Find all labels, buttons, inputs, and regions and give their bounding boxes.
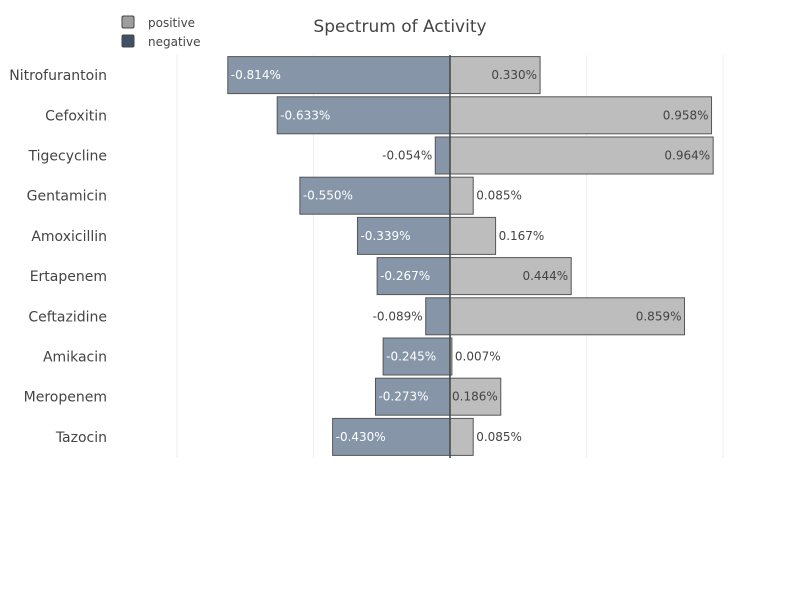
data-label-positive: 0.859% <box>636 309 682 323</box>
data-label-negative: -0.054% <box>382 149 432 163</box>
bar-positive[interactable] <box>449 297 686 336</box>
bar-positive[interactable] <box>449 257 572 296</box>
category-label: Cefoxitin <box>45 108 107 124</box>
data-label-positive: 0.186% <box>452 390 498 404</box>
bar-negative[interactable] <box>425 297 451 336</box>
bar-negative[interactable] <box>374 377 451 416</box>
legend[interactable]: positive negative <box>121 15 200 49</box>
category-label: Amoxicillin <box>31 229 107 245</box>
legend-item-negative[interactable]: negative <box>121 34 200 49</box>
data-label-positive: 0.964% <box>664 149 710 163</box>
category-label: Tazocin <box>55 430 107 446</box>
data-labels: 0.330% -0.814% 0.958% -0.633% 0.964% -0.054% 0… <box>231 68 710 444</box>
legend-item-positive[interactable]: positive <box>121 15 195 30</box>
category-label: Meropenem <box>24 390 107 406</box>
data-label-negative: -0.245% <box>386 350 436 364</box>
data-label-positive: 0.958% <box>663 108 709 122</box>
bar-positive[interactable] <box>449 96 713 135</box>
category-label: Nitrofurantoin <box>9 68 107 84</box>
data-label-positive: 0.085% <box>476 430 522 444</box>
category-axis: Nitrofurantoin Cefoxitin Tigecycline Gentam… <box>9 68 107 446</box>
category-label: Ertapenem <box>30 269 107 285</box>
data-label-positive: 0.444% <box>522 269 568 283</box>
bar-negative[interactable] <box>382 337 451 376</box>
bar-positive[interactable] <box>449 176 474 215</box>
bar-positive[interactable] <box>449 56 541 95</box>
legend-swatch-positive[interactable] <box>121 15 135 29</box>
data-label-negative: -0.267% <box>380 269 430 283</box>
category-label: Tigecycline <box>28 149 107 165</box>
data-label-negative: -0.273% <box>378 390 428 404</box>
data-label-negative: -0.430% <box>336 430 386 444</box>
category-label: Ceftazidine <box>28 309 107 325</box>
data-label-negative: -0.339% <box>360 229 410 243</box>
legend-label-negative[interactable]: negative <box>148 35 200 49</box>
category-label: Amikacin <box>43 350 107 366</box>
data-label-positive: 0.085% <box>476 189 522 203</box>
data-label-negative: -0.633% <box>280 108 330 122</box>
legend-label-positive[interactable]: positive <box>148 16 195 30</box>
category-label: Gentamicin <box>27 189 107 205</box>
bar-negative[interactable] <box>276 96 451 135</box>
bar-negative[interactable] <box>376 257 451 296</box>
data-label-positive: 0.007% <box>455 350 501 364</box>
bar-negative[interactable] <box>434 136 451 175</box>
bar-negative[interactable] <box>332 417 451 456</box>
data-label-positive: 0.330% <box>491 68 537 82</box>
data-label-positive: 0.167% <box>499 229 545 243</box>
bar-negative[interactable] <box>299 176 451 215</box>
bar-negative[interactable] <box>227 56 451 95</box>
data-label-negative: -0.550% <box>303 189 353 203</box>
bar-positive[interactable] <box>449 216 497 255</box>
legend-swatch-negative[interactable] <box>121 34 135 48</box>
bar-negative[interactable] <box>356 216 451 255</box>
data-label-negative: -0.814% <box>231 68 281 82</box>
bar-positive[interactable] <box>449 417 474 456</box>
bars <box>227 55 714 458</box>
chart-title: Spectrum of Activity <box>313 17 486 37</box>
data-label-negative: -0.089% <box>373 309 423 323</box>
